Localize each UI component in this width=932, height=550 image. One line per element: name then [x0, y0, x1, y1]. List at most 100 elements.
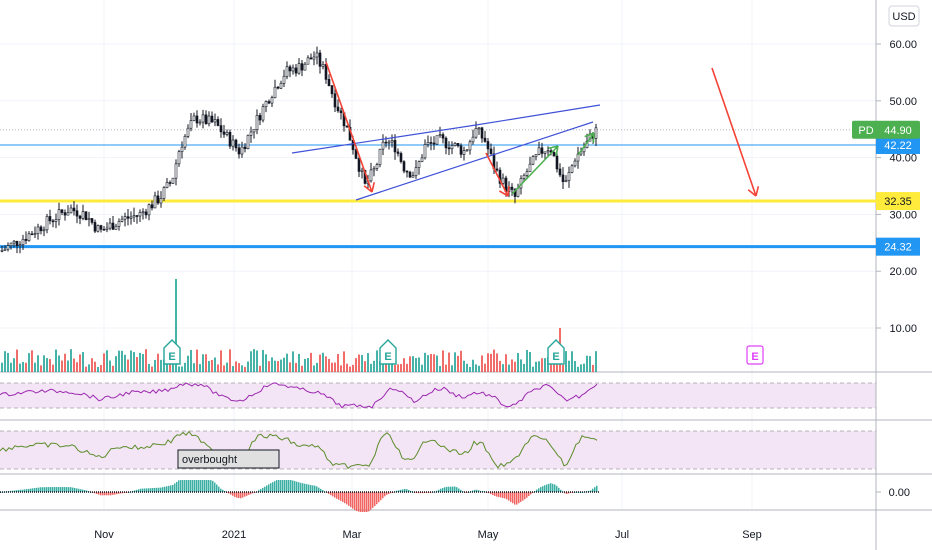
volume-bar	[130, 350, 132, 372]
volume-bar	[283, 357, 285, 372]
volume-bar	[493, 349, 495, 372]
histogram-bar	[142, 488, 144, 492]
volume-bar	[181, 366, 183, 372]
histogram-bar	[166, 486, 168, 492]
candle-body	[153, 195, 157, 209]
candle-body	[501, 177, 505, 184]
histogram-bar	[312, 485, 314, 492]
volume-bar	[394, 364, 396, 372]
histogram-bar	[278, 480, 280, 492]
volume-bar	[124, 354, 126, 372]
volume-bar	[49, 359, 51, 372]
histogram-bar	[244, 492, 246, 497]
candles	[0, 46, 598, 254]
candle-body	[438, 134, 442, 137]
candle-body	[447, 147, 451, 150]
candle-body	[522, 175, 526, 179]
candle-body	[387, 141, 391, 144]
volume-bar	[7, 352, 9, 372]
volume-bar	[253, 349, 255, 372]
candle-body	[276, 86, 280, 89]
histogram-bar	[34, 488, 36, 492]
volume-bar	[427, 355, 429, 372]
volume-bar	[103, 353, 105, 372]
earnings-badge	[746, 345, 764, 365]
earnings-marker[interactable]: E	[746, 345, 764, 365]
green-arrow-1	[511, 145, 559, 195]
drawings	[291, 61, 760, 201]
pattern-line-lower	[355, 121, 594, 201]
histogram-bar	[498, 492, 500, 498]
candle-body	[108, 222, 112, 229]
histogram-bar	[236, 492, 238, 498]
histogram-bar	[174, 483, 176, 492]
candle-body	[18, 244, 22, 247]
histogram-bar	[138, 489, 140, 492]
volume-bar	[580, 364, 582, 372]
volume-bar	[592, 364, 594, 372]
candle-body	[27, 233, 31, 241]
earnings-marker[interactable]: E	[547, 339, 565, 365]
histogram-bar	[72, 487, 74, 492]
histogram-bar	[366, 492, 368, 512]
candle-body	[393, 140, 397, 153]
volume-bar	[244, 366, 246, 372]
volume-bar	[364, 361, 366, 372]
volume-bar	[274, 360, 276, 372]
candle-body	[84, 211, 88, 220]
volume-bar	[496, 353, 498, 372]
volume-bar	[373, 360, 375, 372]
red-arrow-1	[325, 61, 373, 193]
volume-bar	[400, 364, 402, 372]
red-arrow-projection	[711, 67, 757, 197]
histogram-bar	[264, 486, 266, 492]
candle-body	[294, 67, 298, 74]
histogram-bar	[362, 492, 364, 512]
histogram-bar	[172, 484, 174, 492]
histogram-bar	[372, 492, 374, 508]
histogram-bar	[108, 492, 110, 496]
volume-bar	[76, 362, 78, 372]
volume-bar	[178, 366, 180, 372]
volume-bar	[193, 363, 195, 372]
level-price-tag	[876, 237, 920, 256]
histogram-bar	[298, 482, 300, 492]
annotation-box	[177, 449, 280, 469]
volume-bar	[505, 354, 507, 372]
histogram-bar	[454, 486, 456, 492]
volume-bar	[10, 362, 12, 372]
earnings-marker[interactable]: E	[379, 339, 397, 365]
histogram-bar	[530, 492, 532, 495]
volume-bar	[514, 361, 516, 372]
earnings-marker[interactable]: E	[163, 339, 181, 365]
volume-bar	[229, 349, 231, 372]
volume-bar	[64, 353, 66, 372]
histogram-bar	[134, 490, 136, 492]
volume-bar	[82, 352, 84, 372]
histogram-bar	[314, 485, 316, 492]
candle-body	[252, 129, 256, 133]
histogram-bar	[382, 492, 384, 499]
candle-body	[417, 161, 421, 168]
histogram-bar	[182, 480, 184, 492]
rsi-line	[0, 382, 598, 409]
volume-bars	[1, 279, 597, 372]
candle-body	[72, 207, 76, 212]
histogram-bar	[374, 492, 376, 507]
candle-body	[408, 171, 412, 178]
volume-bar	[184, 362, 186, 372]
candle-body	[129, 216, 133, 219]
currency-label: USD	[892, 11, 915, 23]
red-arrow-2-head	[507, 185, 510, 197]
currency-button[interactable]	[888, 5, 920, 27]
candle-body	[477, 127, 481, 130]
candle-body	[468, 141, 472, 151]
candle-body	[435, 135, 439, 145]
histogram-bar	[544, 485, 546, 492]
candle-body	[429, 142, 433, 144]
histogram-bar	[20, 489, 22, 492]
volume-bar	[337, 353, 339, 372]
histogram-bar	[354, 492, 356, 511]
histogram-bar	[556, 485, 558, 492]
